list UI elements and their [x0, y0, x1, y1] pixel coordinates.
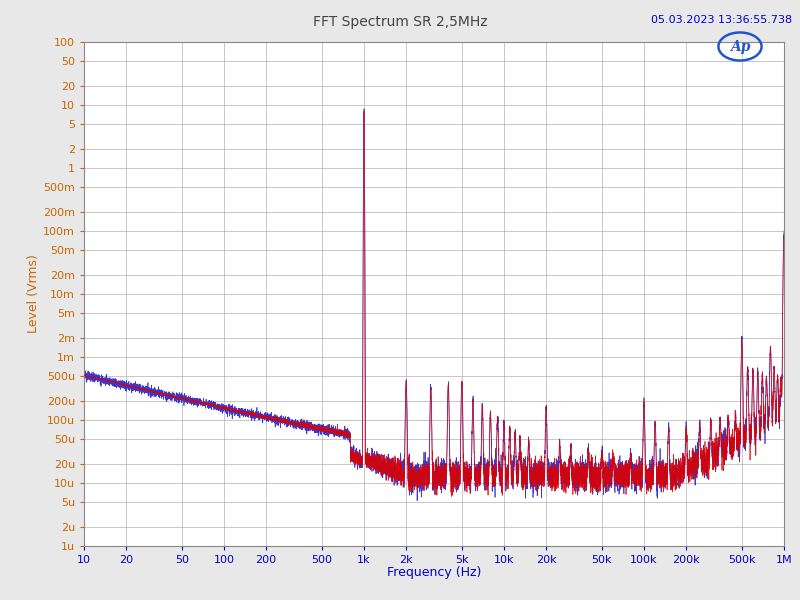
X-axis label: Frequency (Hz): Frequency (Hz): [387, 566, 481, 580]
Text: Ap: Ap: [730, 40, 750, 53]
Text: 05.03.2023 13:36:55.738: 05.03.2023 13:36:55.738: [651, 15, 792, 25]
Text: FFT Spectrum SR 2,5MHz: FFT Spectrum SR 2,5MHz: [313, 15, 487, 29]
Y-axis label: Level (Vrms): Level (Vrms): [27, 254, 40, 334]
